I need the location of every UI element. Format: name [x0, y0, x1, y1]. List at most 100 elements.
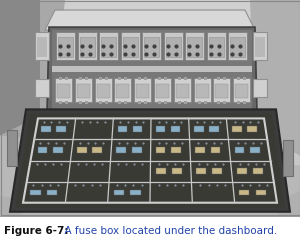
Polygon shape — [45, 10, 255, 30]
Bar — [134, 78, 151, 102]
Bar — [144, 37, 159, 57]
Bar — [37, 37, 47, 57]
Bar — [215, 84, 228, 98]
Bar — [156, 147, 166, 153]
Bar — [118, 77, 122, 80]
Polygon shape — [47, 27, 257, 113]
Bar — [198, 77, 201, 80]
Bar — [116, 84, 129, 98]
Bar — [116, 147, 126, 153]
Bar — [156, 168, 166, 174]
Bar — [57, 84, 70, 98]
Bar — [122, 37, 137, 57]
Bar — [172, 168, 182, 174]
Bar — [85, 101, 88, 104]
Polygon shape — [0, 135, 300, 216]
Bar — [204, 101, 207, 104]
Bar — [164, 77, 167, 80]
Bar — [243, 101, 246, 104]
Bar — [65, 77, 68, 80]
Bar — [56, 126, 66, 132]
Bar — [101, 37, 116, 57]
Bar — [80, 37, 94, 57]
Bar — [92, 147, 102, 153]
Bar — [77, 147, 87, 153]
Bar — [156, 84, 169, 98]
Bar — [30, 189, 40, 195]
Bar — [124, 101, 128, 104]
Bar — [142, 32, 161, 60]
Bar — [239, 189, 249, 195]
Text: Figure 6-7:: Figure 6-7: — [4, 226, 68, 236]
Bar — [99, 77, 102, 80]
Bar — [85, 77, 88, 80]
Polygon shape — [15, 113, 285, 208]
Bar — [196, 84, 208, 98]
Bar — [77, 32, 97, 60]
Bar — [178, 77, 181, 80]
Bar — [174, 78, 191, 102]
Bar — [187, 37, 202, 57]
Bar — [248, 126, 257, 132]
Bar — [56, 32, 75, 60]
Bar — [230, 37, 245, 57]
Bar — [52, 30, 252, 110]
Bar — [166, 37, 181, 57]
Bar — [114, 78, 131, 102]
Bar — [53, 147, 63, 153]
Bar — [218, 77, 220, 80]
Bar — [75, 78, 92, 102]
Bar — [121, 32, 140, 60]
Bar — [196, 168, 206, 174]
Bar — [224, 77, 226, 80]
Polygon shape — [10, 109, 290, 212]
Bar — [237, 168, 247, 174]
Bar — [79, 101, 82, 104]
Bar — [105, 77, 108, 80]
Text: A fuse box located under the dashboard.: A fuse box located under the dashboard. — [58, 226, 277, 236]
Bar — [59, 101, 62, 104]
Bar — [232, 126, 242, 132]
Bar — [35, 79, 49, 97]
Bar — [58, 37, 73, 57]
Bar — [77, 84, 90, 98]
Bar — [144, 101, 147, 104]
Bar — [237, 77, 240, 80]
Bar — [114, 189, 124, 195]
Bar — [209, 126, 219, 132]
Polygon shape — [270, 191, 300, 216]
Bar — [99, 32, 118, 60]
Polygon shape — [0, 196, 30, 216]
Bar — [176, 84, 189, 98]
Bar — [118, 126, 127, 132]
Bar — [184, 77, 187, 80]
Bar — [198, 101, 201, 104]
Bar — [235, 84, 248, 98]
Bar — [154, 78, 171, 102]
Bar — [164, 32, 182, 60]
Bar — [243, 77, 246, 80]
Bar — [105, 101, 108, 104]
Bar — [171, 126, 180, 132]
Bar — [237, 101, 240, 104]
Polygon shape — [0, 0, 300, 85]
Bar — [253, 168, 263, 174]
Bar — [132, 147, 142, 153]
Bar — [218, 101, 220, 104]
Bar — [194, 126, 203, 132]
Bar — [208, 37, 224, 57]
Bar — [185, 32, 204, 60]
Bar — [136, 84, 149, 98]
Bar — [47, 189, 57, 195]
Polygon shape — [0, 0, 65, 166]
Bar — [283, 141, 293, 176]
Bar — [164, 101, 167, 104]
Bar — [184, 101, 187, 104]
Bar — [206, 32, 226, 60]
Bar — [178, 101, 181, 104]
Bar — [99, 101, 102, 104]
Bar — [41, 126, 50, 132]
Bar — [211, 147, 220, 153]
Bar — [212, 168, 222, 174]
Bar — [158, 101, 161, 104]
